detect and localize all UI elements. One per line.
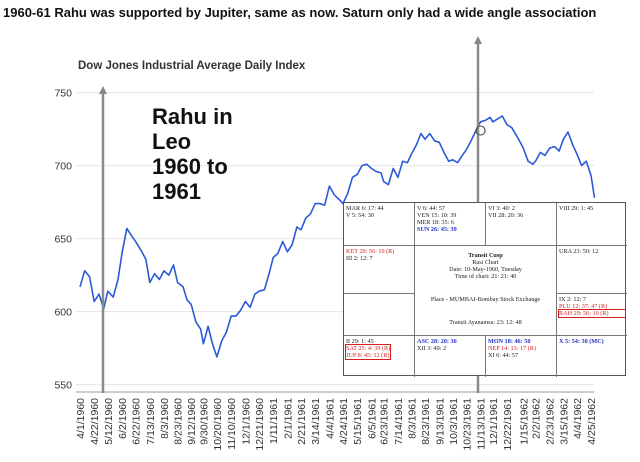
rahu-line: Rahu in (152, 104, 233, 129)
x-tick-label: 6/22/1960 (131, 398, 143, 445)
house-cell-r2c4: URA 23: 50: 12 (559, 248, 599, 255)
y-tick-label: 700 (54, 161, 72, 173)
x-tick-label: 7/14/1961 (393, 398, 405, 445)
x-tick-label: 9/30/1960 (198, 398, 210, 445)
arrow-head (474, 36, 482, 44)
house-cell-r3c1 (344, 294, 414, 335)
arrow-head (99, 86, 107, 94)
rahu-annotation: Rahu in Leo 1960 to 1961 (152, 104, 233, 204)
x-tick-label: 7/13/1960 (145, 398, 157, 445)
house-cell-r3c4: IX 2: 12: 7 PLU 12: 37: 47 (R) RAH 29: 5… (557, 294, 627, 335)
x-tick-label: 5/15/1961 (352, 398, 364, 445)
x-tick-label: 12/22/1961 (502, 398, 514, 451)
y-tick-label: 600 (54, 307, 72, 319)
x-tick-label: 2/2/1962 (531, 398, 543, 439)
x-tick-label: 4/1/1960 (75, 398, 87, 439)
x-tick-label: 1/15/1962 (518, 398, 530, 445)
x-tick-label: 8/3/1960 (159, 398, 171, 439)
rahu-line: 1961 (152, 179, 201, 204)
headline: 1960-61 Rahu was supported by Jupiter, s… (3, 5, 597, 20)
x-tick-label: 10/3/1961 (448, 398, 460, 445)
x-tick-label: 6/23/1961 (379, 398, 391, 445)
x-tick-label: 8/3/1961 (406, 398, 418, 439)
transit-astro-chart: MAR 6: 17: 44 V 5: 54: 30 V 6: 44: 57 VE… (343, 202, 627, 377)
house-cell-r4c2: ASC 28: 20: 36 XII 3: 40: 2 (417, 338, 457, 352)
y-tick-label: 750 (54, 88, 72, 100)
x-tick-label: 10/20/1960 (212, 398, 224, 451)
x-tick-label: 1/11/1961 (268, 398, 280, 444)
house-cell-r4c4: X 5: 54: 30 (MC) (559, 338, 604, 345)
x-axis-labels: 4/1/1960 4/22/1960 5/12/1960 6/2/1960 6/22/1… (75, 398, 598, 451)
rahu-line: Leo (152, 129, 192, 154)
x-tick-label: 10/23/1961 (461, 398, 473, 451)
highlight-point-marker (475, 125, 486, 136)
x-tick-label: 4/4/1961 (324, 398, 336, 439)
house-cell-r1c2: V 6: 44: 57 VEN 15: 10: 39 MER 18: 35: 6… (417, 205, 457, 233)
house-cell-r4c3: MON 18: 46: 50 NEP 14: 13: 17 (R) XI 6: … (488, 338, 536, 359)
x-tick-label: 6/5/1961 (366, 398, 378, 439)
x-tick-label: 11/10/1960 (226, 398, 238, 450)
house-cell-r1c4: VIII 29: 1: 45 (559, 205, 594, 212)
x-tick-label: 11/13/1961 (476, 398, 488, 450)
y-tick-label: 650 (54, 234, 72, 246)
house-cell-r4c1: II 29: 1: 45 SAT 25: 4: 39 (R) JUP 8: 45… (344, 338, 392, 360)
x-tick-label: 8/23/1961 (420, 398, 432, 445)
x-tick-label: 3/15/1962 (558, 398, 570, 445)
house-cell-r1c1: MAR 6: 17: 44 V 5: 54: 30 (346, 205, 384, 219)
y-tick-label: 550 (54, 380, 72, 392)
x-tick-label: 4/24/1961 (338, 398, 350, 445)
house-cell-r2c1: KET 29: 56: 10 (R) III 2: 12: 7 (346, 248, 395, 262)
chart-center-info: Transit Cusp Rasi Chart Date: 10-May-196… (430, 252, 541, 326)
x-tick-label: 5/12/1960 (103, 398, 115, 445)
x-tick-label: 8/23/1960 (173, 398, 185, 445)
x-tick-label: 12/1/1960 (240, 398, 252, 445)
chart-title: Dow Jones Industrial Average Daily Index (78, 60, 306, 72)
x-tick-label: 2/21/1961 (296, 398, 308, 445)
x-tick-label: 12/1/1961 (488, 398, 500, 445)
x-tick-label: 2/23/1962 (545, 398, 557, 445)
x-tick-label: 9/13/1961 (434, 398, 446, 445)
rahu-line: 1960 to (152, 154, 228, 179)
x-tick-label: 4/25/1962 (586, 398, 598, 445)
x-tick-label: 2/1/1961 (282, 398, 294, 439)
x-tick-label: 4/4/1962 (572, 398, 584, 439)
house-cell-r1c3: VI 3: 40: 2 VII 28: 20: 36 (488, 205, 524, 219)
x-tick-label: 3/14/1961 (310, 398, 322, 445)
x-tick-label: 12/21/1960 (254, 398, 266, 451)
series-line-dow-jones (79, 115, 596, 358)
x-tick-label: 6/2/1960 (117, 398, 129, 439)
x-tick-label: 9/12/1960 (186, 398, 198, 445)
x-tick-label: 4/22/1960 (89, 398, 101, 445)
y-axis-labels: 550 600 650 700 750 (54, 88, 72, 392)
